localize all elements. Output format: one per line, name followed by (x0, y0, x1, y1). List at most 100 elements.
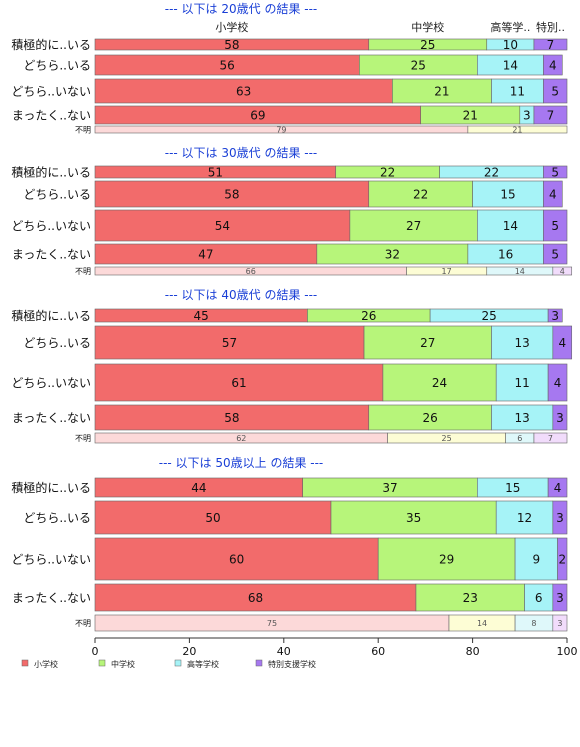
data-label: 15 (505, 481, 520, 495)
category-label: まったく..ない (12, 109, 91, 123)
data-label: 35 (406, 511, 421, 525)
data-label: 6 (517, 434, 522, 443)
data-label: 61 (231, 376, 246, 390)
data-label: 66 (246, 267, 256, 276)
bar-segment (557, 537, 568, 581)
header-label: 特別.. (536, 20, 565, 34)
bar-segment (94, 209, 351, 242)
bar-segment (533, 105, 568, 125)
bar-segment (495, 363, 549, 402)
data-label: 4 (554, 481, 562, 495)
category-label: 積極的に..いる (11, 37, 91, 52)
data-label: 58 (224, 38, 239, 52)
header-label: 中学校 (411, 20, 444, 34)
data-label: 3 (523, 109, 531, 123)
data-label: 27 (420, 336, 435, 350)
data-label: 4 (558, 336, 566, 350)
data-label: 15 (500, 188, 515, 202)
bar-segment (495, 500, 554, 535)
bar-segment (543, 180, 563, 208)
bar-segment (514, 537, 558, 581)
data-label: 5 (551, 219, 559, 233)
data-label: 4 (549, 59, 557, 73)
panel-title: --- 以下は 30歳代 の結果 --- (165, 146, 318, 160)
legend-swatch (255, 659, 263, 667)
data-label: 29 (439, 553, 454, 567)
category-label: 積極的に..いる (11, 165, 91, 180)
legend-label: 高等学校 (187, 659, 219, 669)
data-label: 17 (442, 267, 452, 276)
category-label-unknown: 不明 (75, 434, 91, 443)
data-label: 26 (361, 309, 376, 323)
data-label: 7 (547, 38, 555, 52)
category-label: どちら..いない (11, 553, 91, 567)
data-label: 47 (198, 248, 213, 262)
bar-segment (94, 404, 370, 431)
legend-swatch (174, 659, 182, 667)
bar-segment (543, 243, 568, 265)
bar-segment (94, 325, 365, 360)
data-label: 9 (532, 553, 540, 567)
panel-title: --- 以下は 50歳以上 の結果 --- (159, 456, 324, 470)
data-label: 3 (556, 591, 564, 605)
legend-label: 中学校 (111, 659, 135, 669)
data-label: 45 (194, 309, 209, 323)
data-label: 58 (224, 188, 239, 202)
data-label: 3 (556, 511, 564, 525)
legend-swatch (98, 659, 106, 667)
data-label: 13 (515, 411, 530, 425)
data-label: 50 (205, 511, 220, 525)
data-label: 56 (220, 59, 235, 73)
bar-segment (94, 78, 393, 104)
data-label: 14 (515, 267, 525, 276)
bar-segment (94, 180, 370, 208)
bar-segment (552, 583, 568, 612)
category-label: 積極的に..いる (11, 480, 91, 495)
data-label: 44 (191, 481, 206, 495)
data-label: 4 (549, 188, 557, 202)
data-label: 22 (413, 188, 428, 202)
x-tick-label: 80 (466, 645, 480, 658)
data-label: 63 (236, 85, 251, 99)
category-label: どちら..いる (23, 336, 91, 350)
x-tick-label: 60 (371, 645, 385, 658)
category-label: まったく..ない (12, 591, 91, 605)
data-label: 5 (551, 166, 559, 180)
data-label: 37 (382, 481, 397, 495)
bar-segment (415, 583, 525, 612)
data-label: 62 (236, 434, 246, 443)
panel-title: --- 以下は 40歳代 の結果 --- (165, 288, 318, 302)
data-label: 14 (503, 219, 518, 233)
category-label: どちら..いる (23, 188, 91, 202)
data-label: 21 (463, 109, 478, 123)
bar-segment (543, 209, 568, 242)
data-label: 11 (515, 376, 530, 390)
legend-label: 特別支援学校 (268, 659, 316, 669)
data-label: 54 (215, 219, 230, 233)
category-label-unknown: 不明 (75, 267, 91, 276)
data-label: 21 (512, 126, 522, 135)
bar-segment (552, 500, 568, 535)
bar-segment (543, 54, 563, 76)
data-label: 58 (224, 411, 239, 425)
data-label: 4 (560, 267, 565, 276)
data-label: 14 (503, 59, 518, 73)
data-label: 25 (442, 434, 452, 443)
data-label: 3 (551, 309, 559, 323)
data-label: 7 (547, 109, 555, 123)
data-label: 23 (463, 591, 478, 605)
bar-segment (94, 583, 417, 612)
data-label: 22 (380, 166, 395, 180)
category-label: どちら..いない (11, 85, 91, 99)
bar-segment (94, 500, 332, 535)
bar-segment (547, 308, 563, 323)
bar-segment (377, 537, 516, 581)
bar-segment (552, 266, 573, 276)
bar-segment (94, 537, 379, 581)
bar-segment (491, 325, 554, 360)
legend-swatch (21, 659, 29, 667)
header-label: 小学校 (215, 20, 248, 34)
category-label-unknown: 不明 (75, 619, 91, 628)
bar-segment (467, 125, 568, 134)
